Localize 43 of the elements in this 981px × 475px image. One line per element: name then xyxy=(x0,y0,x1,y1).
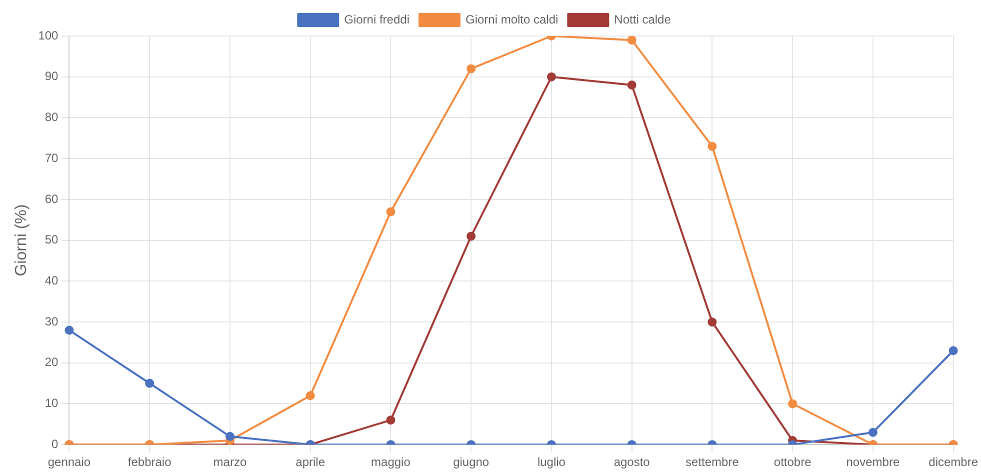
point xyxy=(788,399,798,408)
point xyxy=(145,378,154,388)
x-tick-label: luglio xyxy=(537,455,566,470)
y-tick-label: 70 xyxy=(44,150,59,165)
y-tick-label: 90 xyxy=(44,69,59,84)
x-tick-label: giugno xyxy=(453,455,490,470)
point xyxy=(708,142,717,151)
point xyxy=(948,346,958,356)
point xyxy=(225,432,234,441)
point xyxy=(466,232,476,241)
point xyxy=(386,207,396,216)
x-tick-label: novembre xyxy=(846,455,900,470)
point xyxy=(868,428,878,437)
y-tick-label: 80 xyxy=(44,110,59,124)
point xyxy=(306,391,315,400)
x-tick-label: settembre xyxy=(686,455,740,470)
y-tick-label: 0 xyxy=(52,436,59,451)
x-tick-label: marzo xyxy=(213,455,247,470)
y-tick-label: 100 xyxy=(38,28,59,42)
legend-label: Giorni freddi xyxy=(344,12,410,26)
y-tick-label: 30 xyxy=(44,314,59,328)
x-tick-label: febbraio xyxy=(128,455,172,470)
y-tick-label: 60 xyxy=(44,192,59,206)
legend-label: Giorni molto caldi xyxy=(465,12,558,26)
legend-label: Notti calde xyxy=(614,12,672,26)
y-tick-label: 10 xyxy=(44,396,59,410)
point xyxy=(466,64,476,74)
y-axis-title: Giorni (%) xyxy=(13,204,30,276)
point xyxy=(64,326,74,335)
point xyxy=(627,36,636,45)
y-tick-label: 50 xyxy=(44,232,59,247)
point xyxy=(546,72,556,82)
x-tick-label: maggio xyxy=(371,455,411,470)
y-tick-label: 20 xyxy=(44,355,59,370)
x-tick-label: agosto xyxy=(614,455,650,470)
y-tick-label: 40 xyxy=(44,273,59,288)
point xyxy=(708,318,717,327)
point xyxy=(627,80,636,90)
x-tick-label: gennaio xyxy=(48,455,91,470)
point xyxy=(386,416,396,425)
x-tick-label: ottobre xyxy=(774,455,812,470)
x-tick-label: aprile xyxy=(296,455,326,470)
x-tick-label: dicembre xyxy=(928,455,978,470)
